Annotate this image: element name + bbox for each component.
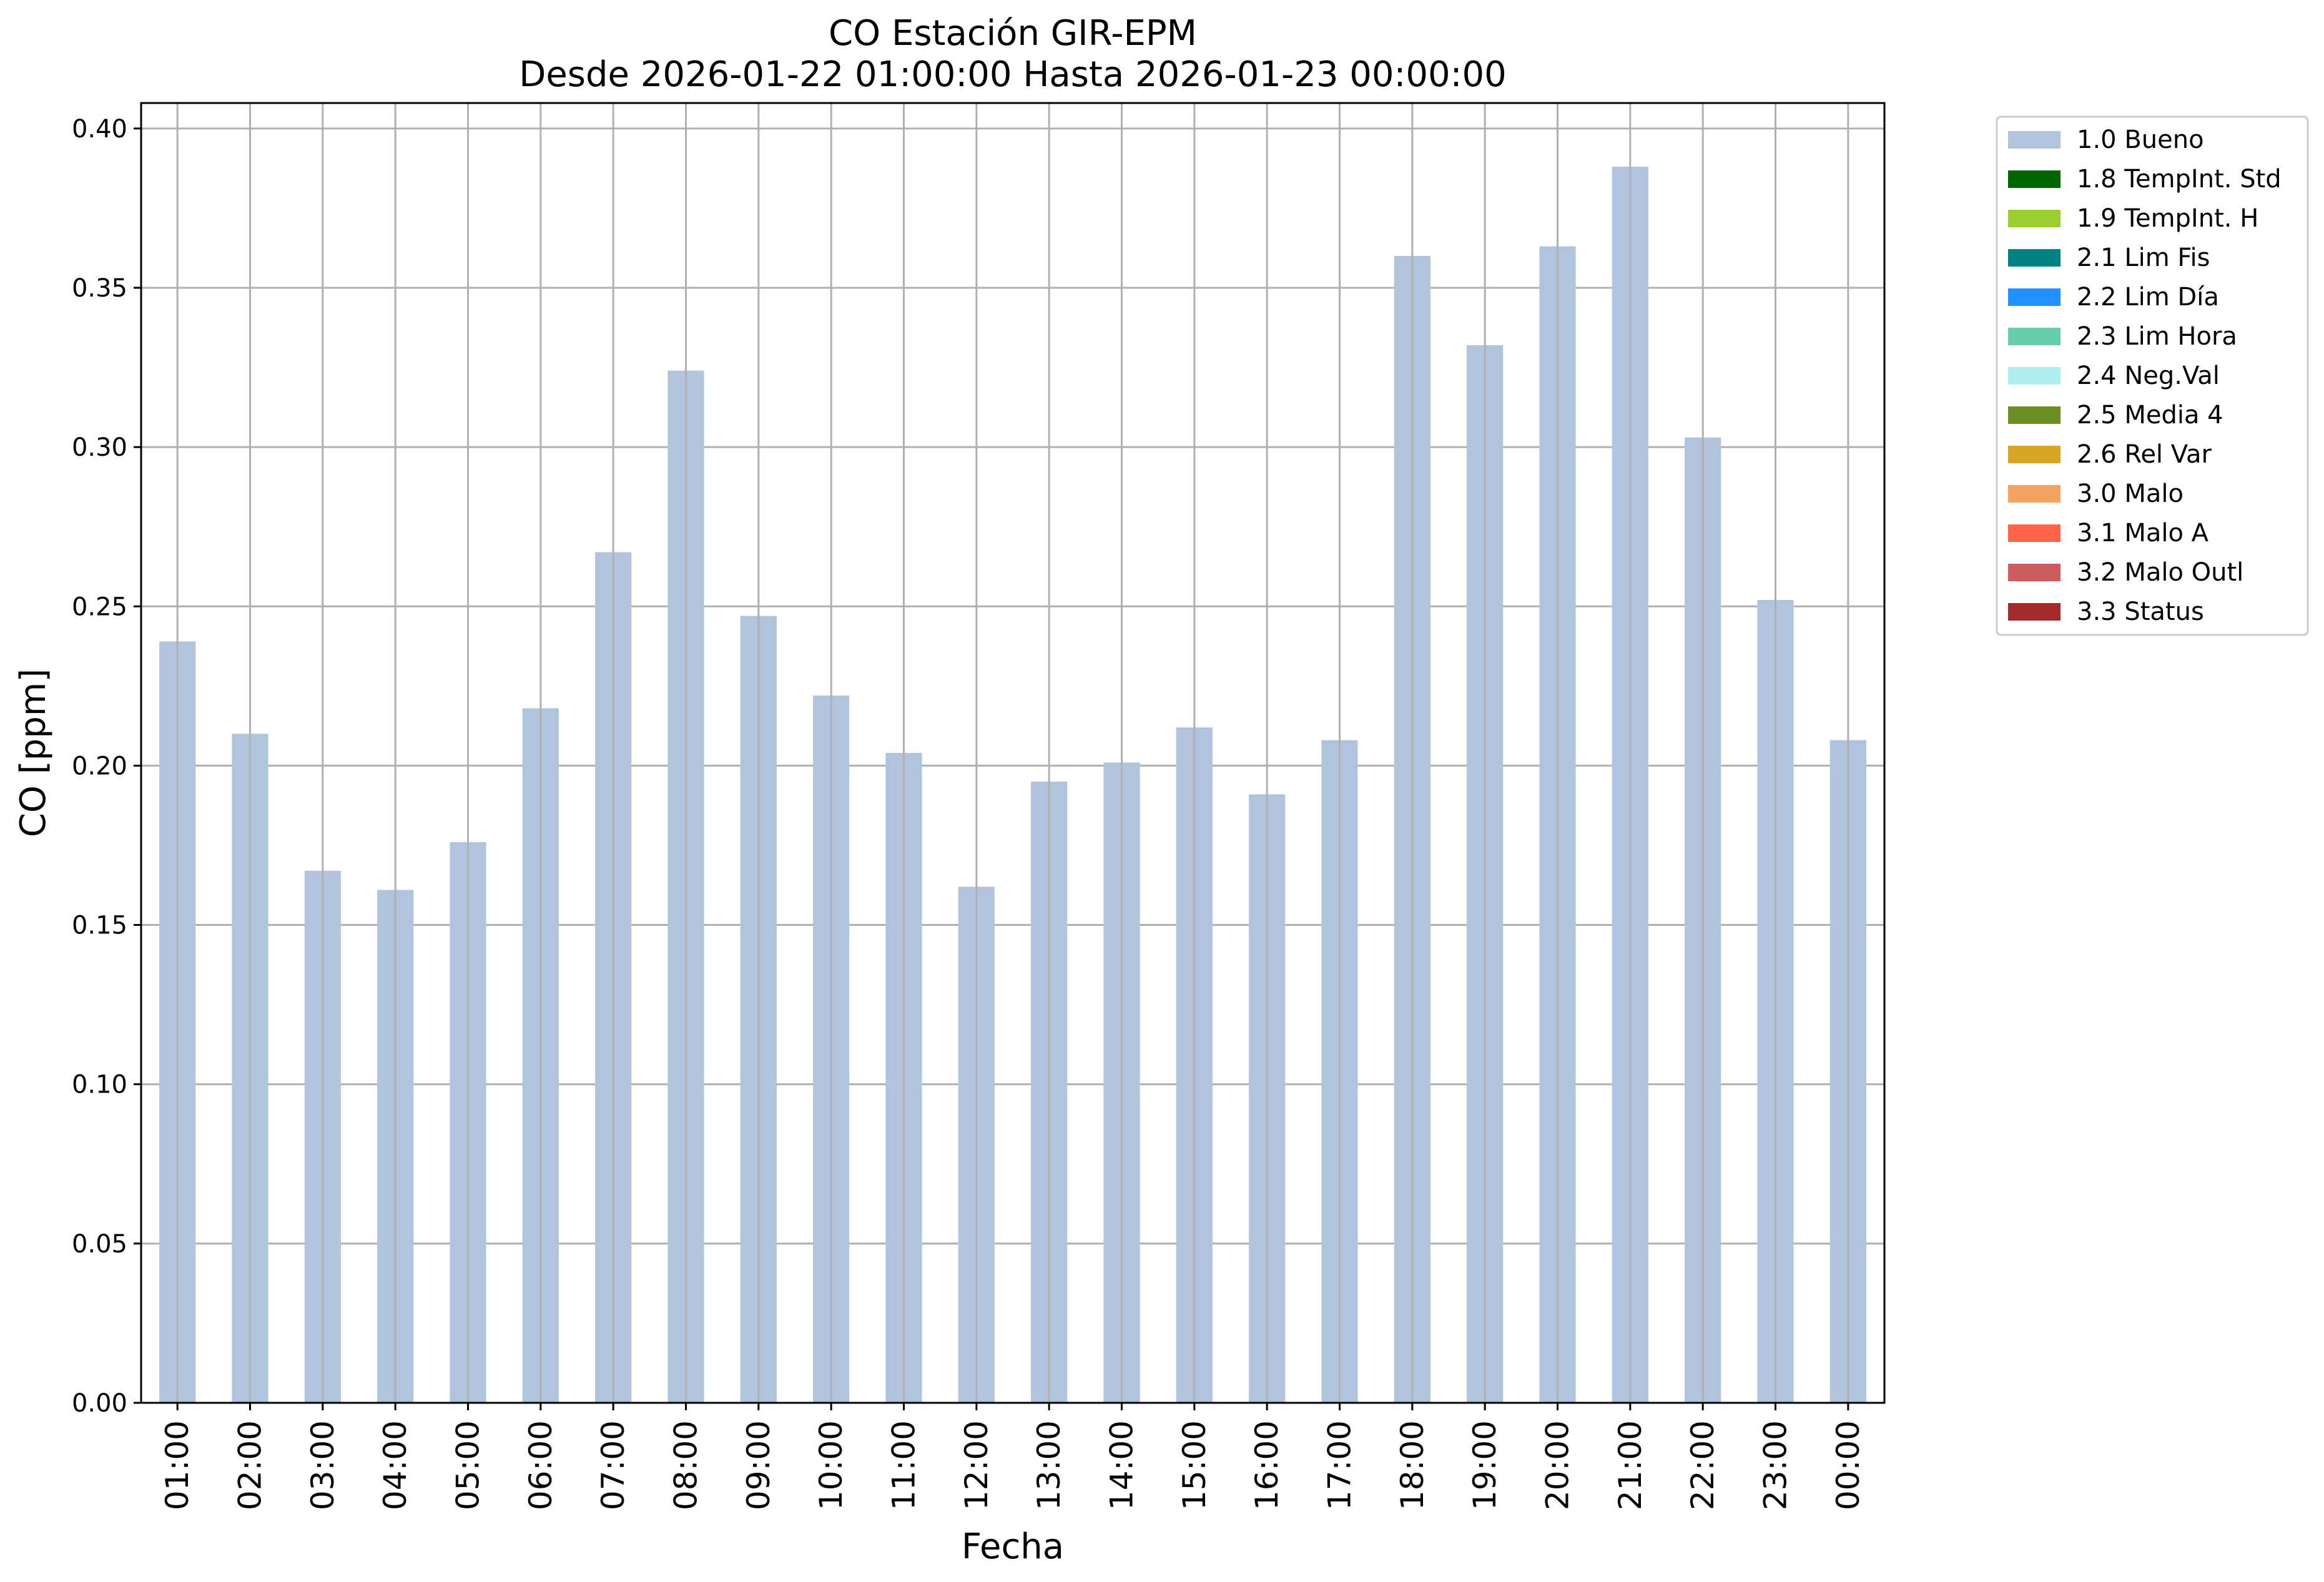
x-tick-label: 00:00 (1830, 1420, 1866, 1510)
legend-label: 1.9 TempInt. H (2077, 204, 2258, 233)
x-tick-label: 21:00 (1612, 1420, 1648, 1510)
legend-label: 2.3 Lim Hora (2077, 322, 2237, 351)
legend-swatch (2008, 131, 2061, 149)
x-tick-label: 18:00 (1394, 1420, 1430, 1510)
legend-label: 2.4 Neg.Val (2077, 361, 2220, 390)
x-gridlines (176, 103, 1849, 1403)
x-tick-label: 10:00 (813, 1420, 849, 1510)
x-tick-label: 09:00 (741, 1420, 777, 1510)
x-tick-label: 03:00 (305, 1420, 341, 1510)
legend-label: 3.1 Malo A (2077, 519, 2209, 548)
x-tick-label: 04:00 (377, 1420, 413, 1510)
legend-swatch (2008, 249, 2061, 267)
x-tick-label: 05:00 (450, 1420, 486, 1510)
legend-box (1996, 115, 2309, 636)
y-tick-label: 0.15 (72, 911, 127, 940)
y-tick-label: 0.25 (72, 592, 127, 621)
legend-label: 2.1 Lim Fis (2077, 243, 2210, 272)
y-tick-label: 0.10 (72, 1071, 127, 1099)
legend-label: 1.0 Bueno (2077, 125, 2204, 154)
grid (141, 127, 1884, 1404)
legend-swatch (2008, 406, 2061, 424)
legend-swatch (2008, 328, 2061, 345)
chart-subtitle: Desde 2026-01-22 01:00:00 Hasta 2026-01-… (519, 54, 1507, 95)
legend-label: 3.2 Malo Outl (2077, 558, 2243, 587)
legend-swatch (2008, 170, 2061, 188)
y-tick-label: 0.20 (72, 752, 127, 780)
bars (159, 167, 1866, 1403)
y-tick-label: 0.30 (72, 433, 127, 462)
x-tick-label: 08:00 (668, 1420, 704, 1510)
x-tick-label: 11:00 (886, 1420, 922, 1510)
y-tick-label: 0.05 (72, 1230, 127, 1259)
x-axis-ticks: 01:00 02:00 03:00 04:00 05:00 06:00 07:00 08:00… (159, 1403, 1866, 1510)
legend-swatch (2008, 603, 2061, 621)
legend-swatch (2008, 524, 2061, 542)
legend-label: 3.3 Status (2077, 597, 2204, 626)
x-tick-label: 17:00 (1322, 1420, 1358, 1510)
legend-label: 2.5 Media 4 (2077, 401, 2223, 430)
y-axis-label: CO [ppm] (13, 669, 54, 837)
x-tick-label: 19:00 (1467, 1420, 1503, 1510)
x-tick-label: 06:00 (523, 1420, 559, 1510)
x-tick-label: 14:00 (1104, 1420, 1140, 1510)
legend-label: 2.2 Lim Día (2077, 283, 2219, 312)
legend-swatch (2008, 367, 2061, 385)
legend-swatch (2008, 564, 2061, 581)
y-axis-ticks: 0.00 0.05 0.10 0.15 0.20 0.25 0.30 0.35 0.40 (72, 115, 141, 1418)
y-tick-label: 0.35 (72, 274, 127, 303)
chart-title: CO Estación GIR-EPM (829, 13, 1197, 54)
plot-frame (140, 102, 1886, 1404)
x-axis-label: Fecha (962, 1526, 1064, 1567)
x-tick-label: 02:00 (232, 1420, 268, 1510)
x-tick-label: 13:00 (1031, 1420, 1067, 1510)
legend-label: 3.0 Malo (2077, 479, 2184, 508)
x-tick-label: 01:00 (159, 1420, 195, 1510)
x-tick-label: 15:00 (1176, 1420, 1213, 1510)
x-tick-label: 16:00 (1249, 1420, 1285, 1510)
x-tick-label: 23:00 (1758, 1420, 1794, 1510)
x-tick-label: 22:00 (1685, 1420, 1721, 1510)
x-tick-label: 20:00 (1540, 1420, 1576, 1510)
y-tick-label: 0.40 (72, 115, 127, 144)
legend-swatch (2008, 485, 2061, 503)
legend-label: 1.8 TempInt. Std (2077, 165, 2282, 194)
x-tick-label: 07:00 (595, 1420, 631, 1510)
legend-label: 2.6 Rel Var (2077, 440, 2212, 469)
legend-swatch (2008, 446, 2061, 463)
y-tick-label: 0.00 (72, 1389, 127, 1418)
legend-swatch (2008, 288, 2061, 306)
legend-swatch (2008, 210, 2061, 227)
x-tick-label: 12:00 (958, 1420, 995, 1510)
legend: 1.0 Bueno 1.8 TempInt. Std 1.9 TempInt. H 2… (1996, 115, 2309, 636)
